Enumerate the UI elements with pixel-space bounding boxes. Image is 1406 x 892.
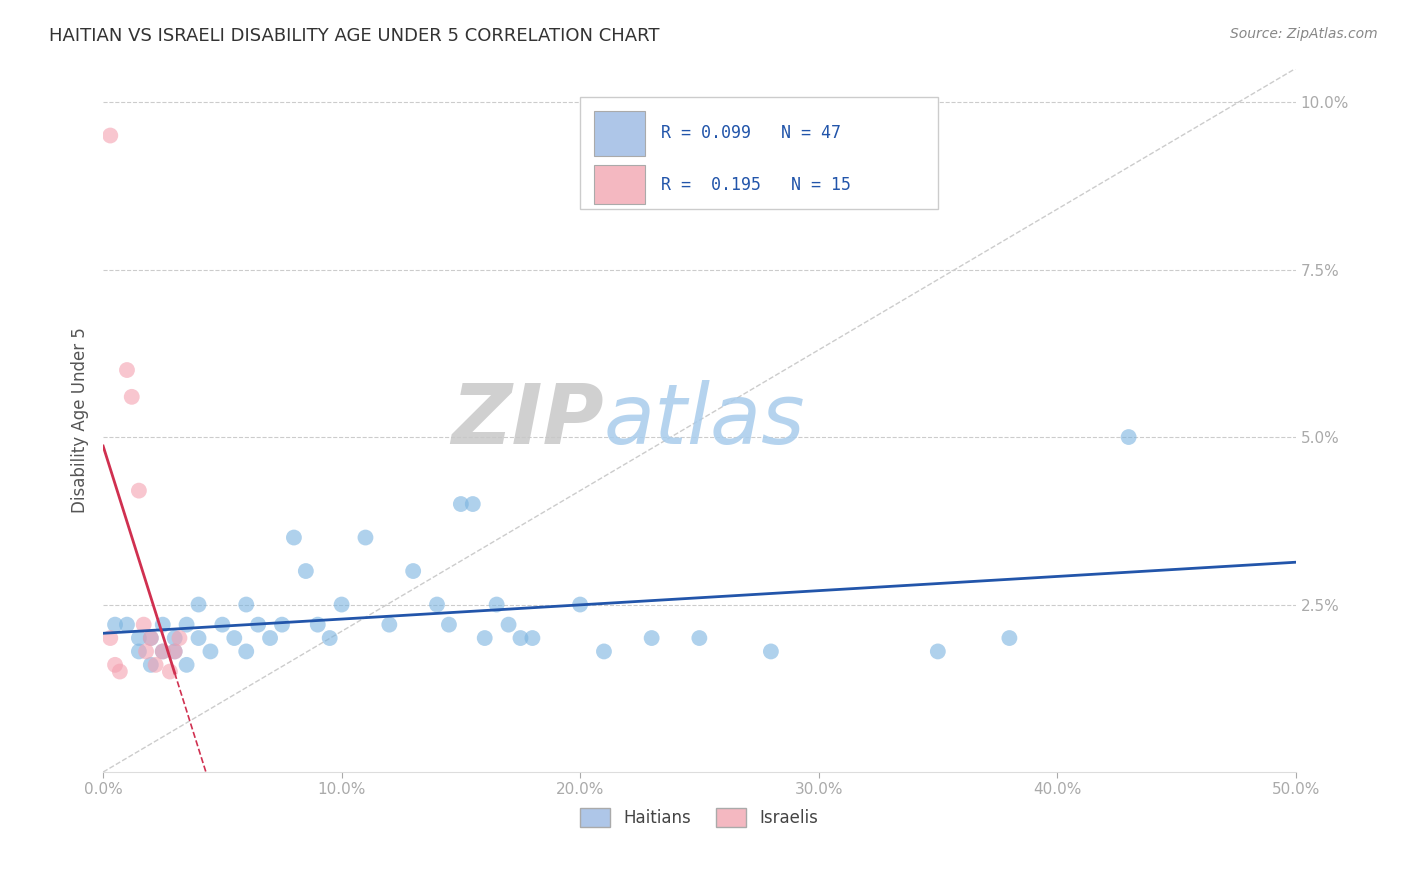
Point: [307, 617, 329, 632]
Text: Source: ZipAtlas.com: Source: ZipAtlas.com: [1230, 27, 1378, 41]
Text: atlas: atlas: [605, 380, 806, 461]
Point: [163, 644, 186, 658]
Point: [139, 657, 162, 672]
Point: [224, 631, 246, 645]
Point: [128, 631, 150, 645]
Point: [132, 617, 155, 632]
Point: [1118, 430, 1140, 444]
Point: [295, 564, 318, 578]
Point: [187, 631, 209, 645]
Point: [163, 631, 186, 645]
FancyBboxPatch shape: [595, 111, 644, 156]
Point: [169, 631, 191, 645]
Point: [426, 598, 449, 612]
Point: [998, 631, 1021, 645]
Point: [211, 617, 233, 632]
FancyBboxPatch shape: [581, 96, 938, 210]
Point: [200, 644, 222, 658]
Point: [128, 483, 150, 498]
Point: [378, 617, 401, 632]
Point: [176, 657, 198, 672]
Text: ZIP: ZIP: [451, 380, 605, 461]
Point: [115, 363, 138, 377]
Point: [593, 644, 616, 658]
Point: [498, 617, 520, 632]
Point: [163, 644, 186, 658]
Legend: Haitians, Israelis: Haitians, Israelis: [574, 802, 825, 834]
Point: [485, 598, 508, 612]
Point: [318, 631, 340, 645]
Text: HAITIAN VS ISRAELI DISABILITY AGE UNDER 5 CORRELATION CHART: HAITIAN VS ISRAELI DISABILITY AGE UNDER …: [49, 27, 659, 45]
Point: [283, 531, 305, 545]
Point: [152, 644, 174, 658]
Point: [98, 128, 121, 143]
Point: [121, 390, 143, 404]
Point: [640, 631, 662, 645]
Point: [159, 665, 181, 679]
Point: [259, 631, 281, 645]
Point: [330, 598, 353, 612]
Point: [98, 631, 121, 645]
Point: [759, 644, 782, 658]
Point: [176, 617, 198, 632]
Point: [235, 598, 257, 612]
Point: [104, 657, 127, 672]
FancyBboxPatch shape: [595, 165, 644, 203]
Point: [139, 631, 162, 645]
Point: [115, 617, 138, 632]
Point: [128, 644, 150, 658]
Y-axis label: Disability Age Under 5: Disability Age Under 5: [72, 327, 89, 513]
Point: [474, 631, 496, 645]
Point: [927, 644, 949, 658]
Point: [450, 497, 472, 511]
Point: [108, 665, 131, 679]
Point: [235, 644, 257, 658]
Text: R =  0.195   N = 15: R = 0.195 N = 15: [661, 176, 851, 194]
Point: [187, 598, 209, 612]
Point: [354, 531, 377, 545]
Point: [135, 644, 157, 658]
Point: [247, 617, 270, 632]
Point: [509, 631, 531, 645]
Point: [139, 631, 162, 645]
Point: [569, 598, 592, 612]
Point: [145, 657, 167, 672]
Point: [152, 644, 174, 658]
Point: [461, 497, 484, 511]
Point: [104, 617, 127, 632]
Point: [437, 617, 460, 632]
Point: [402, 564, 425, 578]
Point: [688, 631, 710, 645]
Point: [522, 631, 544, 645]
Text: R = 0.099   N = 47: R = 0.099 N = 47: [661, 124, 841, 142]
Point: [152, 617, 174, 632]
Point: [271, 617, 294, 632]
